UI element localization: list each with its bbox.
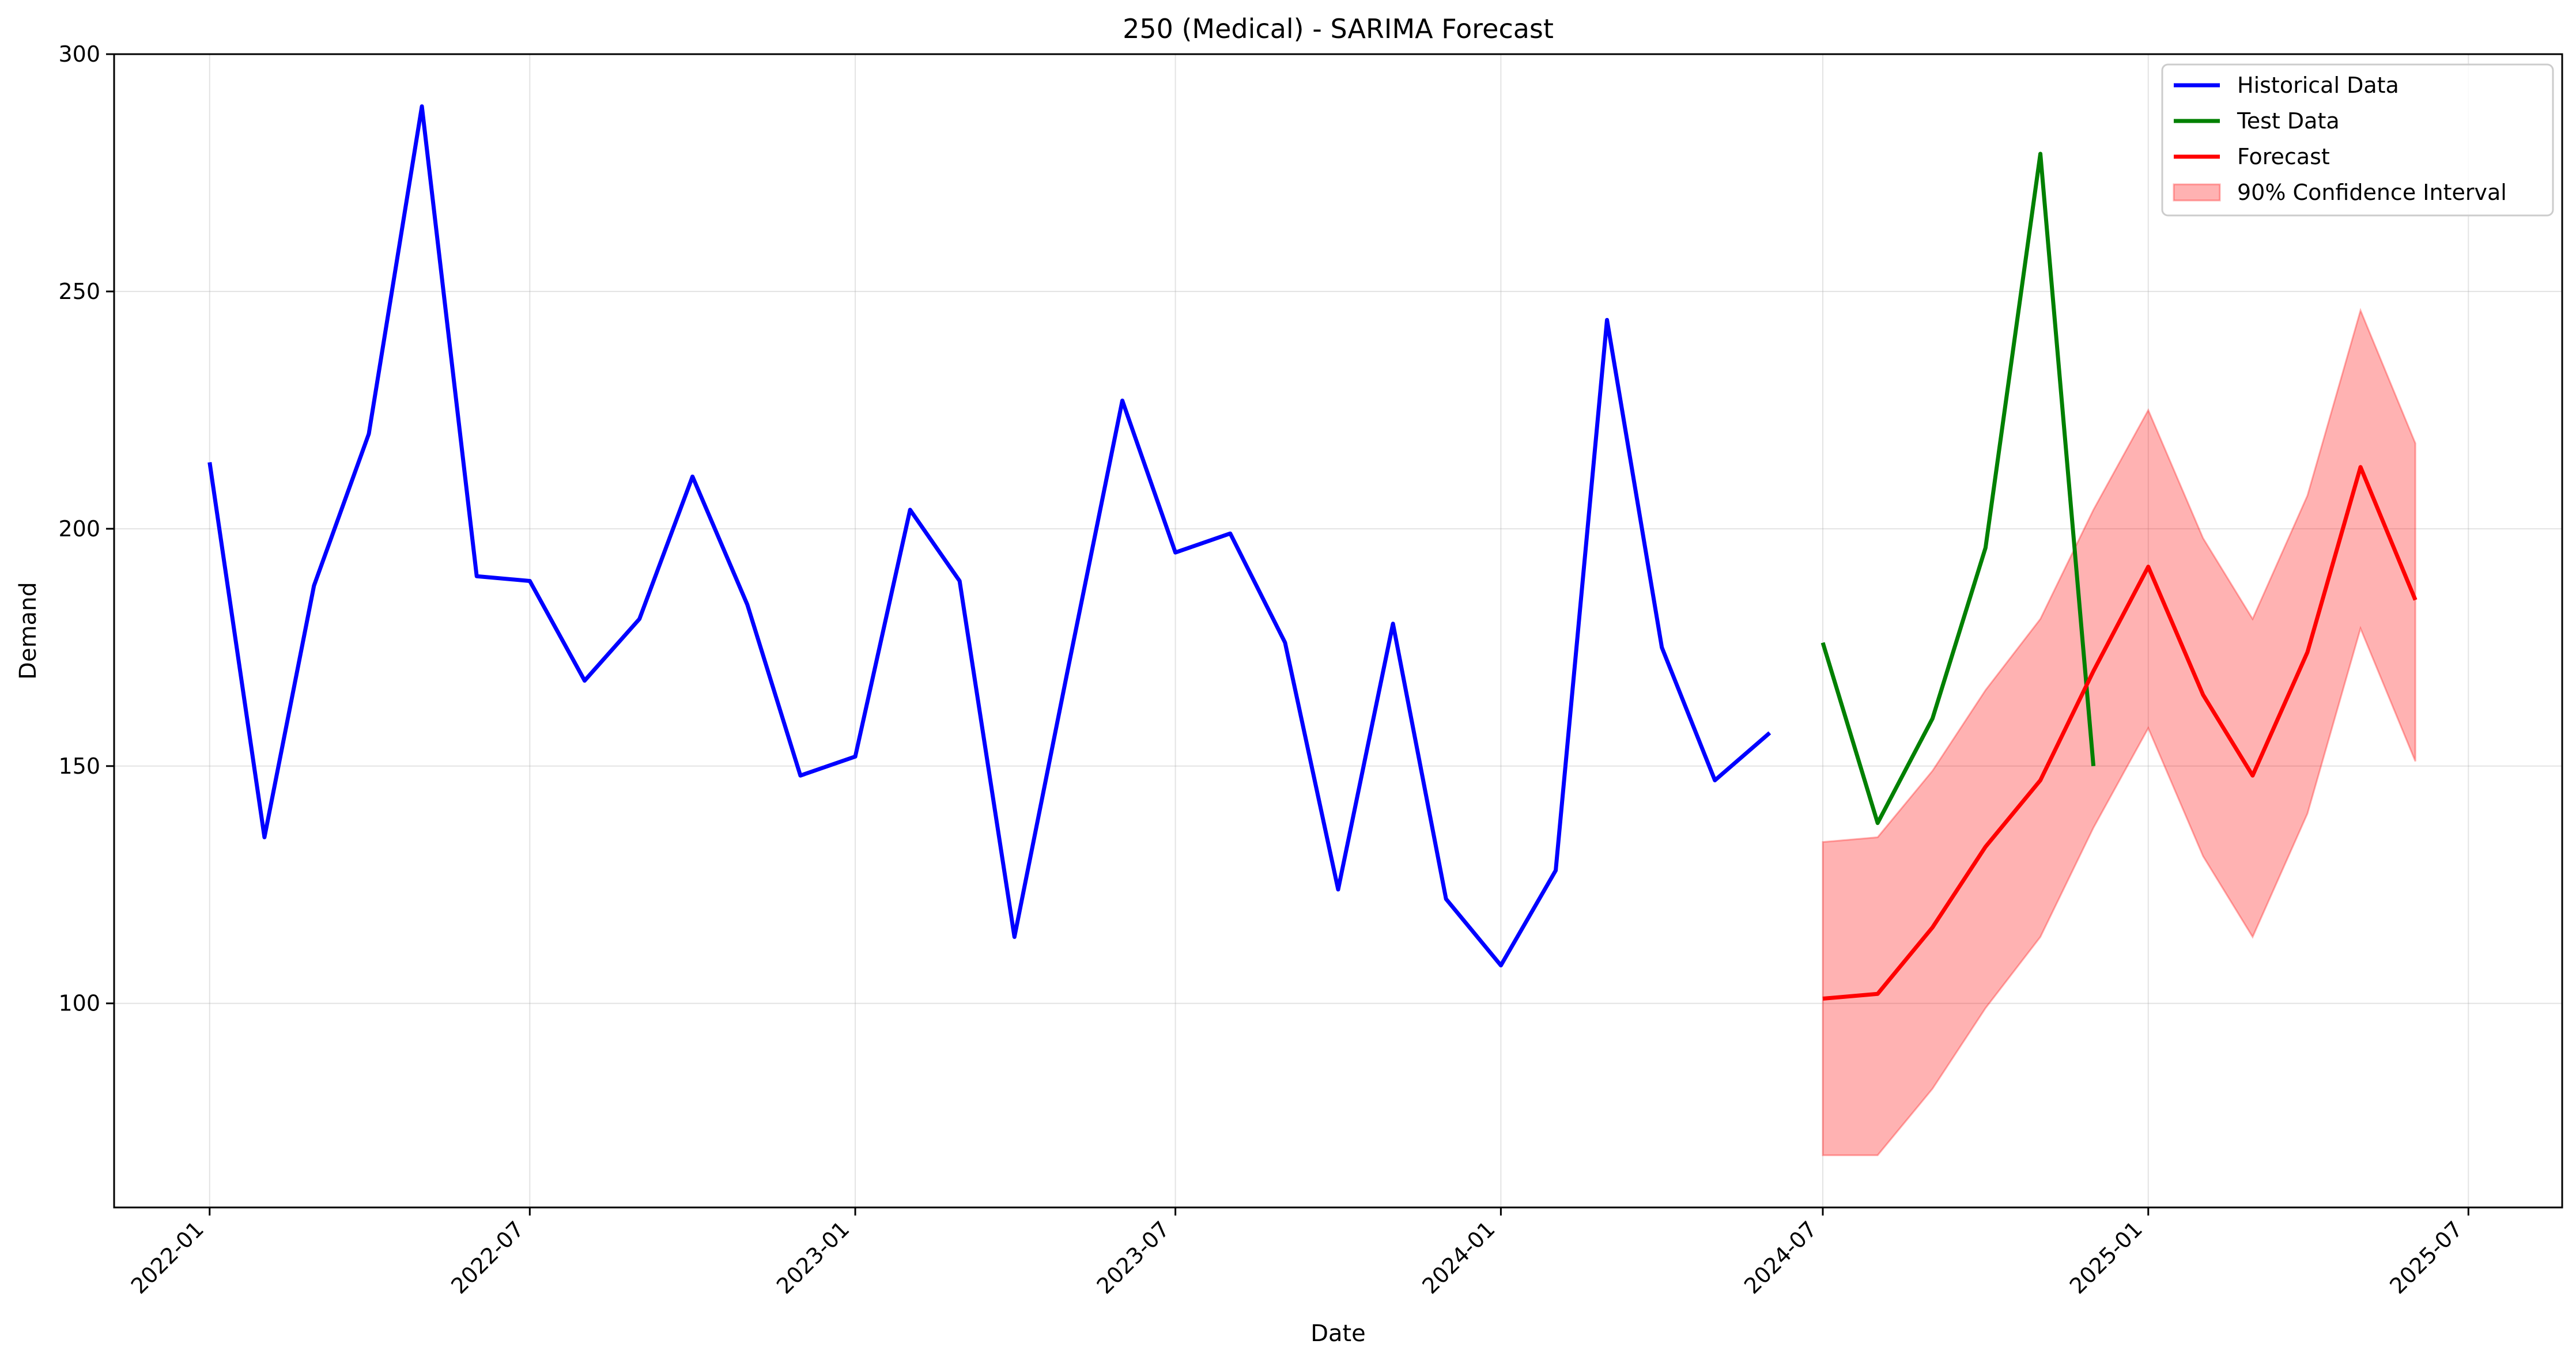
legend-box: [2161, 63, 2554, 217]
legend-label: Forecast: [2237, 144, 2330, 169]
legend: Historical Data Test Data Forecast 90% Conf…: [2161, 63, 2554, 217]
y-tick-label: 300: [58, 41, 100, 67]
confidence-interval-layer: [1822, 308, 2416, 1156]
y-axis-title: Demand: [15, 582, 41, 680]
y-tick-label: 250: [58, 279, 100, 304]
grid: [114, 54, 2562, 1207]
y-tick-label: 200: [58, 516, 100, 542]
chart-title: 250 (Medical) - SARIMA Forecast: [1123, 13, 1554, 44]
plot-frame: [113, 53, 2563, 1209]
legend-label: Historical Data: [2237, 73, 2399, 98]
x-axis-title: Date: [1310, 1320, 1366, 1347]
legend-swatch: [2173, 183, 2221, 202]
forecast-line: [1822, 465, 2418, 1001]
historical-data-line: [207, 104, 1772, 968]
legend-label: 90% Confidence Interval: [2237, 180, 2507, 205]
y-tick-label: 150: [58, 754, 100, 779]
series-layer: [207, 104, 2418, 1001]
test-data-line: [1820, 152, 2096, 826]
confidence-interval-band: [1822, 308, 2416, 1156]
legend-label: Test Data: [2237, 108, 2340, 134]
y-tick-label: 100: [58, 991, 100, 1016]
